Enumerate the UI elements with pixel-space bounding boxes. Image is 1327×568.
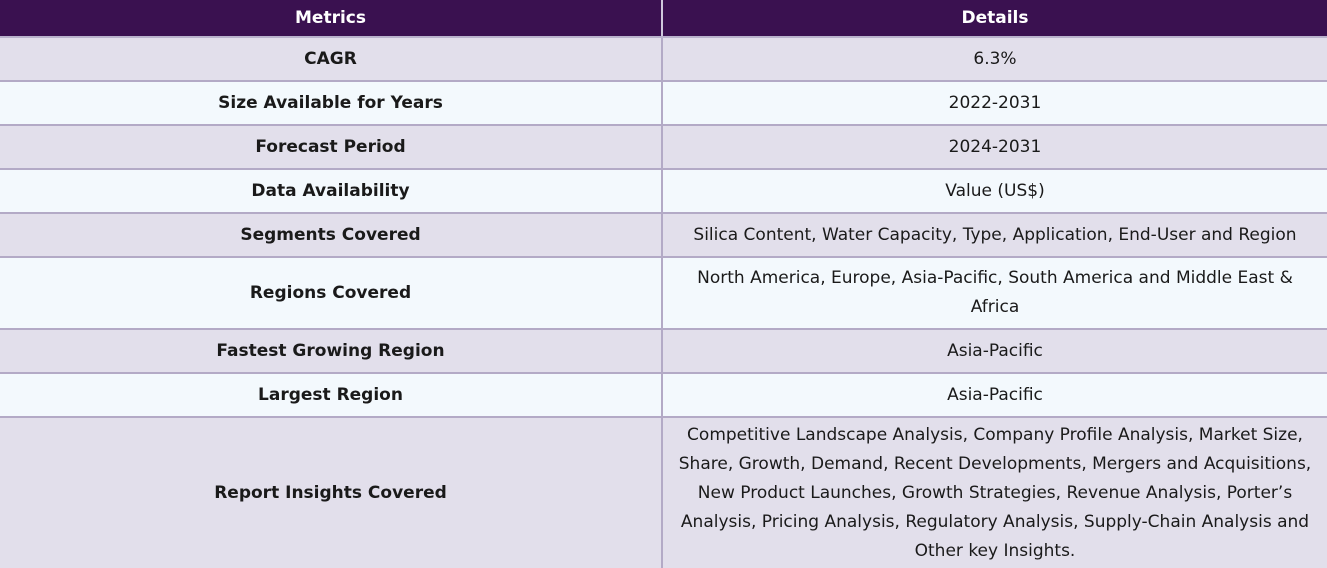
table-row: Fastest Growing Region Asia-Pacific (0, 329, 1327, 374)
table-row: Size Available for Years 2022-2031 (0, 81, 1327, 126)
table-row: Segments Covered Silica Content, Water C… (0, 213, 1327, 258)
details-cell: Competitive Landscape Analysis, Company … (662, 417, 1327, 568)
metric-cell: Largest Region (0, 373, 663, 418)
details-cell: Silica Content, Water Capacity, Type, Ap… (662, 213, 1327, 258)
metric-cell: Forecast Period (0, 125, 663, 170)
table-row: Data Availability Value (US$) (0, 169, 1327, 214)
table-header-row: Metrics Details (0, 0, 1327, 38)
header-metrics: Metrics (0, 0, 663, 38)
details-cell: North America, Europe, Asia-Pacific, Sou… (662, 257, 1327, 330)
table-row: Regions Covered North America, Europe, A… (0, 257, 1327, 330)
details-cell: 6.3% (662, 37, 1327, 82)
details-cell: 2022-2031 (662, 81, 1327, 126)
metric-cell: Size Available for Years (0, 81, 663, 126)
metric-cell: Regions Covered (0, 257, 663, 330)
metric-cell: Fastest Growing Region (0, 329, 663, 374)
metric-cell: Data Availability (0, 169, 663, 214)
details-cell: 2024-2031 (662, 125, 1327, 170)
table-row: Report Insights Covered Competitive Land… (0, 417, 1327, 568)
details-cell: Asia-Pacific (662, 373, 1327, 418)
table-row: CAGR 6.3% (0, 37, 1327, 82)
header-details: Details (662, 0, 1327, 38)
metric-cell: CAGR (0, 37, 663, 82)
details-cell: Value (US$) (662, 169, 1327, 214)
details-cell: Asia-Pacific (662, 329, 1327, 374)
table-row: Forecast Period 2024-2031 (0, 125, 1327, 170)
metric-cell: Report Insights Covered (0, 417, 663, 568)
table-row: Largest Region Asia-Pacific (0, 373, 1327, 418)
metric-cell: Segments Covered (0, 213, 663, 258)
